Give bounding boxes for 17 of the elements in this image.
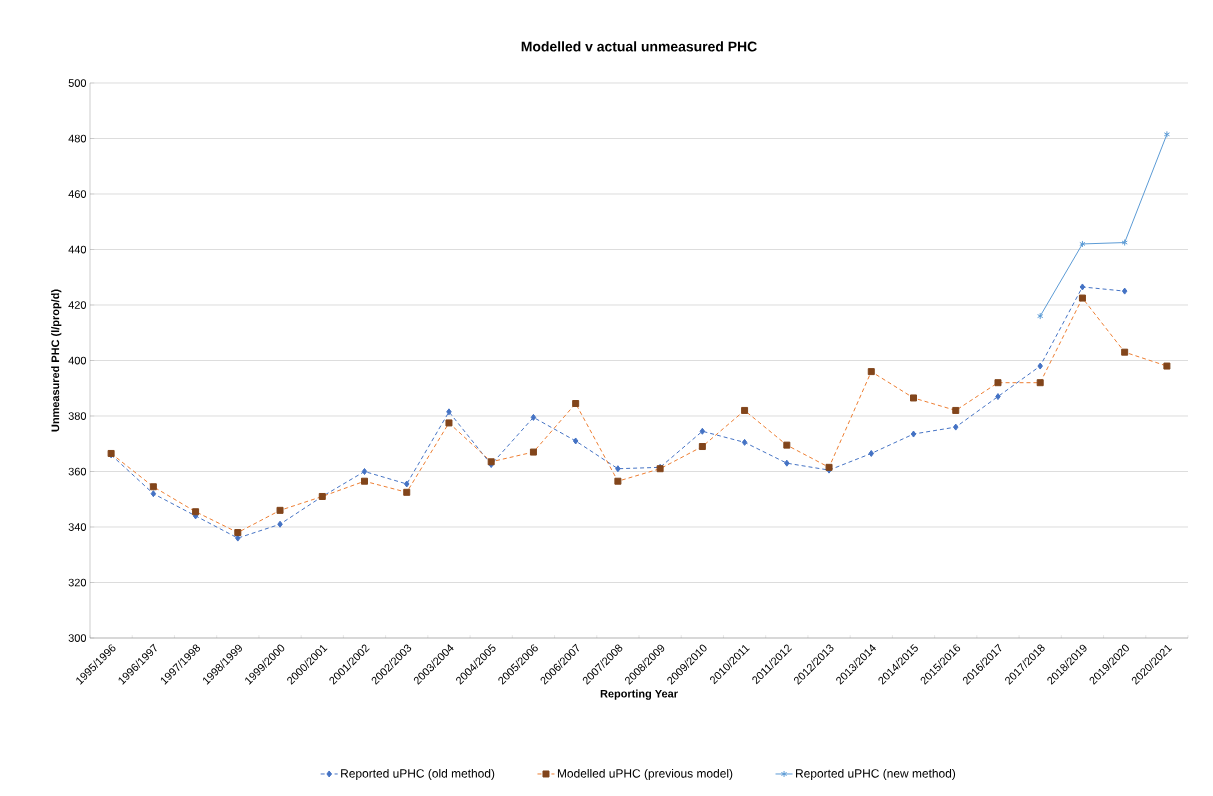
chart-title: Modelled v actual unmeasured PHC [521,41,757,52]
y-tick-label: 360 [68,467,87,476]
y-tick-label: 440 [68,245,87,254]
y-tick-label: 400 [68,356,87,365]
y-tick-label: 340 [68,523,87,531]
legend-label: Reported uPHC (old method) [341,768,495,781]
y-axis-title: Unmeasured PHC (l/prop/d) [51,289,62,432]
y-tick-label: 380 [68,412,87,420]
y-tick-label: 420 [68,301,87,309]
legend-label: Modelled uPHC (previous model) [557,768,733,781]
y-tick-label: 460 [68,190,87,198]
y-tick-label: 480 [68,134,87,143]
y-tick-label: 300 [68,634,87,642]
legend-label: Reported uPHC (new method) [796,768,956,781]
y-tick-label: 500 [68,79,87,87]
y-tick-label: 320 [68,578,87,587]
x-axis-title: Reporting Year [600,689,678,700]
